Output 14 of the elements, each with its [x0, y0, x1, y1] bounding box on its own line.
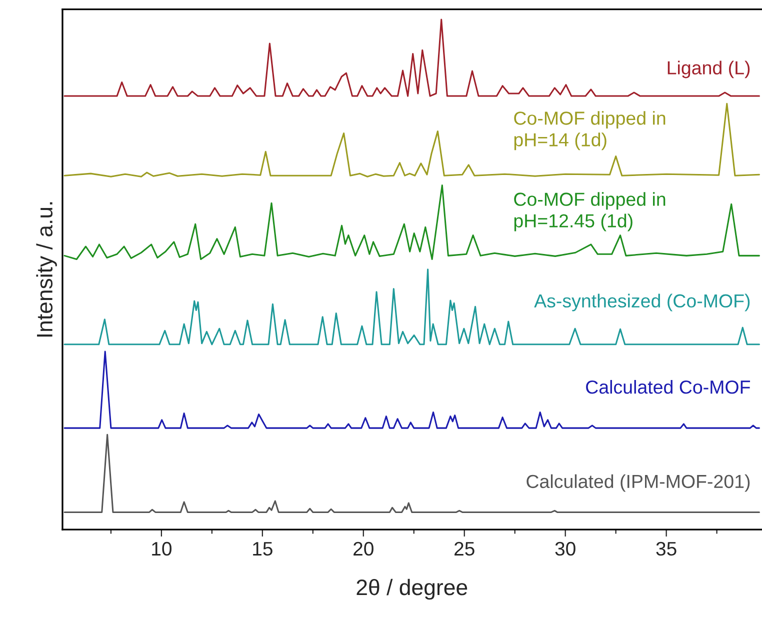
series-label: Calculated (IPM-MOF-201) — [526, 474, 750, 492]
series-label: Co-MOF dipped in pH=14 (1d) — [514, 111, 666, 150]
x-tick-label: 35 — [656, 542, 676, 556]
x-tick-label: 25 — [454, 542, 474, 556]
x-axis-title: 2θ / degree — [356, 578, 468, 600]
x-tick-label: 20 — [354, 542, 374, 556]
x-tick-label: 15 — [253, 542, 272, 556]
x-tick-label: 10 — [152, 542, 172, 556]
series-label: Ligand (L) — [668, 60, 750, 78]
x-tick-label: 30 — [555, 542, 576, 556]
series-label: Calculated Co-MOF — [586, 380, 750, 394]
series-label: Co-MOF dipped in pH=12.45 (1d) — [514, 192, 666, 232]
series-label: As-synthesized (Co-MOF) — [534, 294, 750, 312]
y-axis-title: Intensity / a.u. — [36, 202, 57, 337]
